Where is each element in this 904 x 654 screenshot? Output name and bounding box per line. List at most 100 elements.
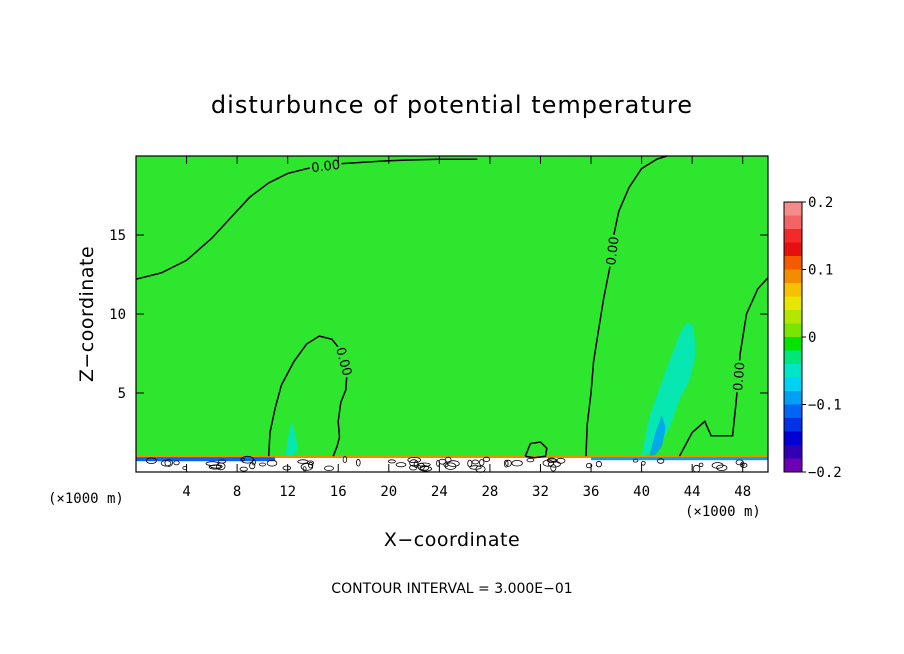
colorbar-swatch	[784, 364, 802, 378]
colorbar-swatch	[784, 296, 802, 311]
ground-contour-blob	[511, 460, 523, 467]
x-tick-label: 4	[182, 484, 190, 500]
y-tick-label: 10	[109, 307, 126, 323]
ground-contour-blob	[595, 460, 602, 468]
ground-contour-blob	[698, 462, 704, 468]
colorbar-swatch	[784, 445, 802, 459]
ground-contour-blob	[387, 459, 396, 464]
ground-contour-blob	[282, 465, 292, 471]
contour-line-3	[678, 277, 769, 457]
x-unit-label-left: (×1000 m)	[48, 491, 124, 507]
contour-label: 0.00	[310, 158, 341, 176]
ground-contour-blob	[164, 458, 173, 467]
colorbar-swatch	[784, 431, 802, 446]
colorbar-tick-label: −0.2	[808, 465, 842, 481]
ground-contour-blob	[306, 460, 314, 465]
x-tick-label: 16	[330, 484, 347, 500]
x-tick-label: 32	[532, 484, 549, 500]
ground-contour-blob	[467, 459, 473, 468]
ground-contour-blob	[251, 459, 256, 466]
ground-contour-blob	[239, 466, 248, 472]
colorbar-swatch	[784, 202, 802, 216]
x-axis-title: X−coordinate	[384, 529, 520, 551]
ground-contour-blob	[542, 459, 555, 467]
y-axis-title: Z−coordinate	[76, 246, 98, 382]
ground-contour-blob	[447, 460, 460, 467]
ground-contour-blob	[302, 466, 307, 472]
contour-lines	[135, 155, 769, 459]
ground-contour-blob	[556, 457, 566, 464]
colorbar-swatch	[784, 337, 802, 351]
plot-area: 0.000.000.000.00 4 8 12 16 20 24 28 32 36 40 44 48 …	[109, 155, 769, 500]
contour-label: 0.00	[731, 361, 748, 391]
ground-contour-blob	[479, 459, 485, 466]
ground-contour-blob	[740, 462, 748, 468]
ground-contour-blob	[526, 457, 535, 463]
ground-contour-blob	[632, 458, 639, 463]
colorbar-swatch	[784, 229, 802, 243]
ground-contour-blob	[266, 459, 278, 467]
ground-blue-patch-left	[136, 457, 276, 462]
ground-contour-blob	[482, 456, 490, 462]
colorbar-swatch	[784, 215, 802, 230]
colorbar-tick-label: −0.1	[808, 398, 842, 414]
ground-contour-blob	[395, 462, 407, 468]
ground-contour-blob	[585, 462, 593, 469]
contour-labels: 0.00 0.00 0.00 0.00	[308, 156, 748, 393]
y-axis-ticks: 5 10 15	[109, 228, 768, 402]
colorbar-swatch	[784, 269, 802, 284]
ground-contour-blob	[258, 462, 266, 467]
ground-contour-blob	[471, 459, 479, 465]
contour-label-bg	[333, 344, 356, 379]
colorbar-ticks: 0.2 0.1 0 −0.1 −0.2	[802, 195, 842, 481]
colorbar-swatch	[784, 350, 802, 365]
colorbar-tick-label: 0.1	[808, 263, 833, 279]
contour-line-4	[524, 441, 548, 459]
ground-contour-blob	[308, 461, 314, 469]
colorbar-tick-label: 0.2	[808, 195, 833, 211]
ground-contour-blob	[407, 456, 422, 463]
colorbar-swatch	[784, 323, 802, 338]
ground-contour-blob	[711, 462, 724, 469]
x-tick-label: 12	[279, 484, 296, 500]
contour-label: 0.00	[604, 236, 622, 267]
colorbar-swatch	[784, 256, 802, 270]
ground-contour-blob	[548, 460, 561, 468]
shaded-region-1	[641, 321, 696, 457]
ground-contour-blob	[409, 464, 418, 471]
ground-contour-blob	[409, 459, 419, 467]
ground-contour-blob	[438, 458, 447, 465]
ground-contour-blob	[240, 457, 245, 462]
ground-contour-blob	[716, 464, 728, 471]
ground-contour-blob	[342, 456, 348, 463]
y-tick-label: 15	[109, 228, 126, 244]
colorbar-tick-label: 0	[808, 330, 816, 346]
colorbar-swatch	[784, 404, 802, 419]
colorbar-swatch	[784, 283, 802, 297]
x-tick-label: 40	[633, 484, 650, 500]
x-tick-label: 28	[481, 484, 498, 500]
x-tick-label: 36	[583, 484, 600, 500]
ground-blue-patch-right	[591, 457, 768, 461]
shaded-region-2	[649, 415, 666, 457]
ground-contour-blob	[505, 459, 512, 467]
colorbar-swatches	[784, 202, 802, 473]
shaded-regions	[285, 321, 696, 457]
contour-label-bg	[603, 234, 621, 268]
colorbar: 0.2 0.1 0 −0.1 −0.2	[783, 195, 842, 481]
colorbar-swatch	[784, 391, 802, 405]
ground-contour-blob	[355, 458, 361, 467]
ground-contour-blob	[215, 462, 226, 471]
field-background	[136, 156, 768, 472]
colorbar-swatch	[784, 418, 802, 432]
x-tick-label: 24	[431, 484, 448, 500]
ground-contour-blob	[503, 459, 509, 468]
x-tick-label: 44	[684, 484, 701, 500]
ground-band	[136, 458, 768, 472]
shaded-region-0	[285, 421, 298, 457]
x-tick-label: 48	[734, 484, 751, 500]
ground-contour-blob	[657, 458, 665, 464]
x-axis-ticks: 4 8 12 16 20 24 28 32 36 40 44 48	[182, 156, 751, 500]
colorbar-swatch	[784, 242, 802, 257]
ground-contour-blob	[324, 465, 334, 471]
